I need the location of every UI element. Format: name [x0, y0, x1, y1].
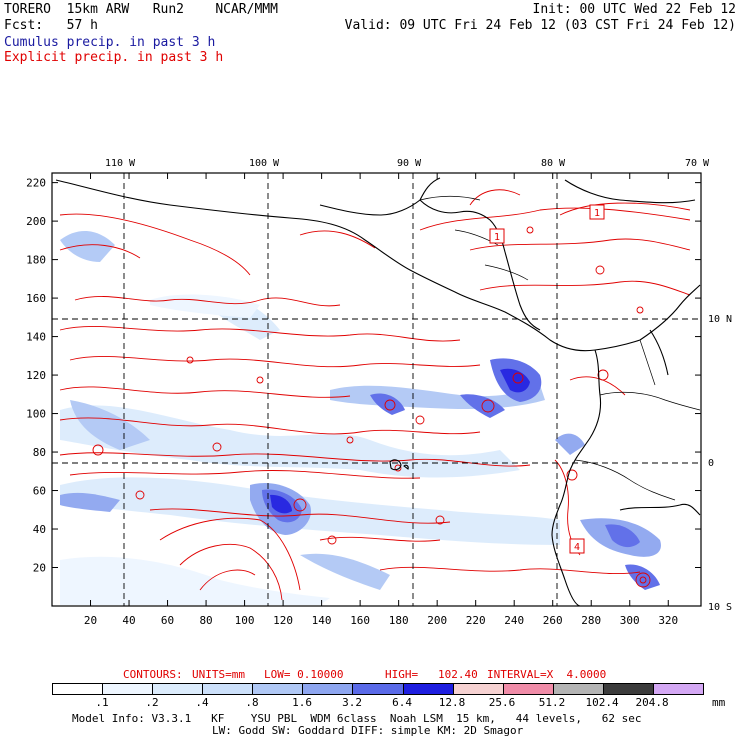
- colorbar-swatch: [352, 684, 403, 694]
- latitude-labels: 10 N 0 10 S: [708, 314, 732, 613]
- latitude-label: 0: [708, 458, 714, 469]
- colorbar-label: 204.8: [635, 696, 669, 709]
- svg-text:1: 1: [594, 208, 600, 219]
- low-label: LOW= 0.10000: [264, 668, 344, 681]
- box-label-1: 1: [589, 204, 605, 220]
- y-tick-label: 20: [33, 562, 46, 575]
- explicit-precip-contours: [59, 189, 691, 601]
- precip-colorbar: [52, 683, 704, 695]
- longitude-label: 70 W: [685, 158, 710, 169]
- cumulus-precip-shading: [60, 230, 661, 605]
- colorbar-label: 6.4: [392, 696, 412, 709]
- x-tick-label: 140: [312, 614, 332, 627]
- box-label-2: 1: [489, 228, 505, 244]
- x-tick-label: 120: [273, 614, 293, 627]
- colorbar-unit: mm: [712, 696, 726, 709]
- longitude-labels: 110 W 100 W 90 W 80 W 70 W: [105, 158, 710, 169]
- colorbar-label: .8: [245, 696, 259, 709]
- box-label-3: 4: [569, 538, 585, 554]
- colorbar-swatch: [452, 684, 503, 694]
- x-tick-label: 220: [466, 614, 486, 627]
- x-tick-label: 240: [504, 614, 524, 627]
- longitude-label: 110 W: [105, 158, 136, 169]
- latitude-label: 10 N: [708, 314, 732, 325]
- svg-text:1: 1: [494, 232, 500, 243]
- x-tick-label: 100: [235, 614, 255, 627]
- model-info: Model Info: V3.3.1 KF YSU PBL WDM 6class…: [72, 712, 642, 725]
- longitude-label: 100 W: [249, 158, 280, 169]
- physics-info: LW: Godd SW: Goddard DIFF: simple KM: 2D…: [212, 724, 524, 737]
- box-labels: 1 1 4: [489, 204, 605, 554]
- colorbar-swatch: [302, 684, 353, 694]
- x-tick-label: 280: [581, 614, 601, 627]
- forecast-hour: Fcst: 57 h: [4, 18, 98, 33]
- colorbar-label: .1: [95, 696, 109, 709]
- x-tick-label: 260: [543, 614, 563, 627]
- colorbar-labels: .1 .2 .4 .8 1.6 3.2 6.4 12.8 25.6 51.2 102.4 204.8: [0, 697, 740, 709]
- colorbar-label: 12.8: [438, 696, 466, 709]
- colorbar-swatch: [152, 684, 203, 694]
- legend-cumulus: Cumulus precip. in past 3 h: [4, 35, 216, 50]
- x-tick-label: 300: [620, 614, 640, 627]
- plot-frame: [51, 172, 702, 607]
- longitude-label: 90 W: [397, 158, 422, 169]
- colorbar-label: 51.2: [538, 696, 566, 709]
- colorbar-label: 25.6: [488, 696, 516, 709]
- colorbar-swatch: [652, 684, 704, 694]
- model-title: TORERO 15km ARW Run2 NCAR/MMM: [4, 2, 278, 17]
- y-tick-label: 120: [26, 369, 46, 382]
- colorbar-swatch: [252, 684, 303, 694]
- explicit-precip-cells: [92, 226, 651, 588]
- colorbar-swatch: [602, 684, 653, 694]
- colorbar-label: .4: [195, 696, 209, 709]
- colorbar-swatch: [53, 684, 103, 694]
- colorbar-swatch: [202, 684, 253, 694]
- country-borders: [419, 195, 701, 501]
- y-tick-label: 40: [33, 523, 46, 536]
- coastlines: [55, 177, 701, 606]
- x-tick-label: 60: [161, 614, 174, 627]
- init-time: Init: 00 UTC Wed 22 Feb 12: [532, 2, 737, 17]
- interval-label: INTERVAL=X 4.0000: [487, 668, 607, 681]
- valid-time: Valid: 09 UTC Fri 24 Feb 12 (03 CST Fri …: [344, 18, 736, 33]
- colorbar-swatch: [502, 684, 553, 694]
- y-tick-label: 200: [26, 215, 46, 228]
- colorbar-label: 1.6: [292, 696, 312, 709]
- svg-text:4: 4: [574, 542, 580, 553]
- latitude-label: 10 S: [708, 602, 732, 613]
- x-tick-label: 80: [199, 614, 212, 627]
- x-tick-label: 180: [389, 614, 409, 627]
- x-grid-ticks: 20 40 60 80 100 120 140 160 180 200 220 240 260 280 30…: [84, 614, 678, 627]
- colorbar-label: 3.2: [342, 696, 362, 709]
- x-tick-label: 20: [84, 614, 97, 627]
- y-tick-label: 180: [26, 254, 46, 267]
- y-tick-label: 220: [26, 177, 46, 190]
- y-tick-label: 160: [26, 292, 46, 305]
- longitude-label: 80 W: [541, 158, 566, 169]
- x-tick-label: 200: [427, 614, 447, 627]
- colorbar-swatch: [102, 684, 153, 694]
- legend-explicit: Explicit precip. in past 3 h: [4, 50, 224, 65]
- y-tick-label: 60: [33, 485, 46, 498]
- colorbar-swatch: [402, 684, 453, 694]
- x-tick-label: 40: [122, 614, 135, 627]
- colorbar-label: .2: [145, 696, 159, 709]
- y-grid-ticks: 220 200 180 160 140 120 100 80 60 40 20: [26, 177, 46, 575]
- y-tick-label: 140: [26, 331, 46, 344]
- x-tick-label: 160: [350, 614, 370, 627]
- units-label: UNITS=mm: [192, 668, 245, 681]
- y-tick-label: 80: [33, 446, 46, 459]
- latlon-grid: [52, 173, 701, 606]
- tick-marks: [52, 173, 701, 606]
- x-tick-label: 320: [658, 614, 678, 627]
- high-label: HIGH= 102.40: [385, 668, 478, 681]
- colorbar-label: 102.4: [585, 696, 619, 709]
- colorbar-swatch: [552, 684, 603, 694]
- y-tick-label: 100: [26, 408, 46, 421]
- contours-label: CONTOURS:: [123, 668, 183, 681]
